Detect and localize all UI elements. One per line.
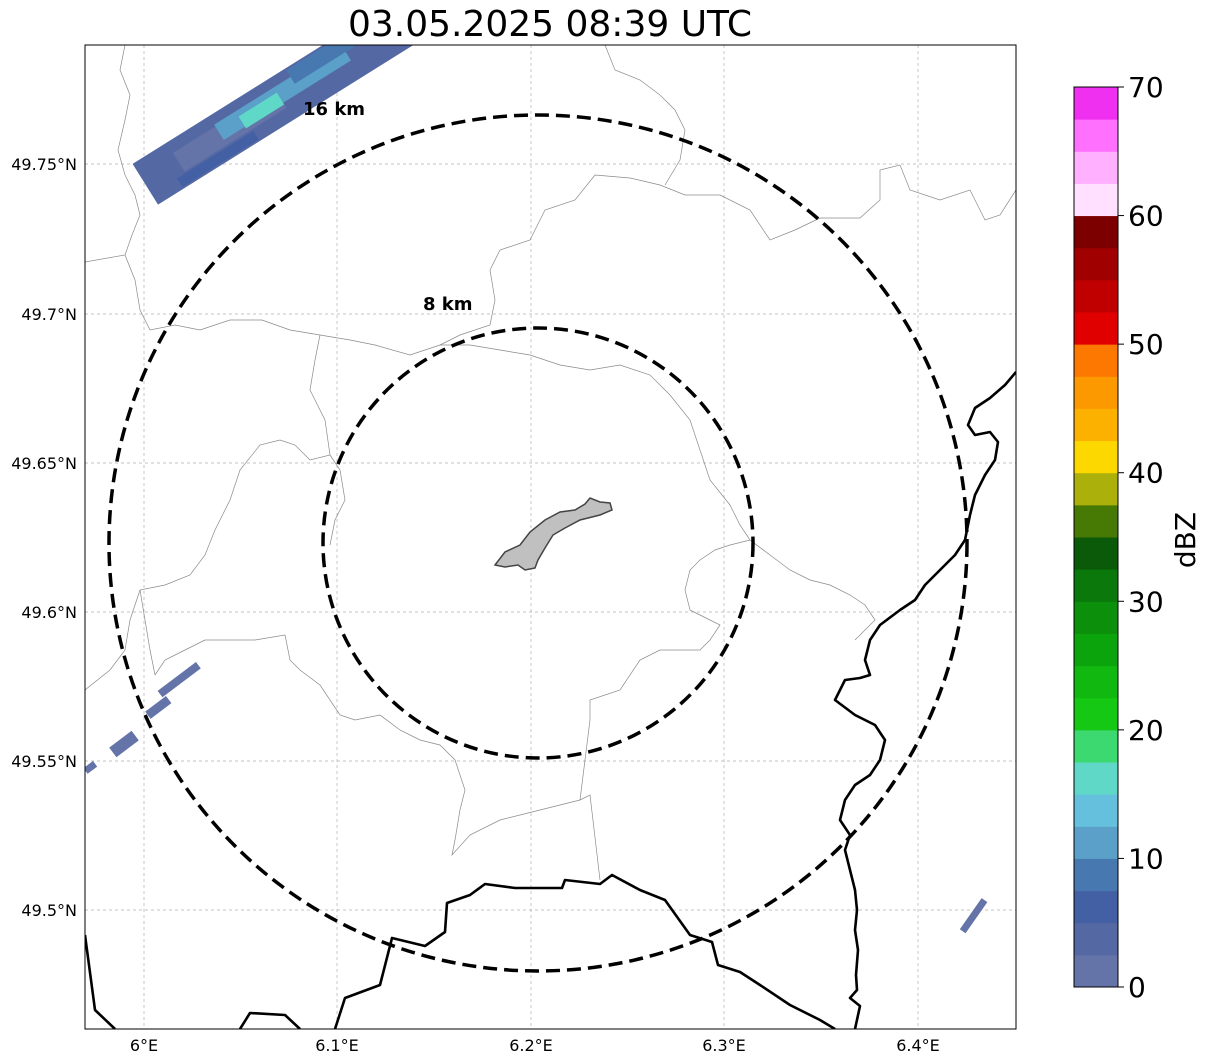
y-tick-label: 49.55°N [11, 752, 77, 771]
echo-streak-west [145, 695, 172, 719]
colorbar-swatch [1074, 954, 1118, 988]
x-tick-label: 6.1°E [315, 1036, 359, 1055]
colorbar-swatch [1074, 215, 1118, 249]
map-title: 03.05.2025 08:39 UTC [347, 4, 753, 45]
echo-streak-west [157, 661, 201, 698]
colorbar-tick-label: 10 [1128, 842, 1164, 875]
y-tick-label: 49.75°N [11, 155, 77, 174]
colorbar-swatch [1074, 376, 1118, 409]
map-layer [85, 45, 1016, 1029]
echo-streak-east [959, 898, 988, 934]
colorbar-swatch [1074, 665, 1118, 699]
range-ring-16km [107, 113, 969, 973]
colorbar-tick-label: 20 [1128, 714, 1164, 747]
colorbar-tick-label: 30 [1128, 585, 1164, 618]
colorbar-swatch [1074, 922, 1118, 956]
colorbar-swatch [1074, 279, 1118, 313]
colorbar-swatch [1074, 151, 1118, 184]
colorbar-swatch [1074, 697, 1118, 731]
ring-label-8km: 8 km [423, 294, 473, 315]
echo-streak-west [109, 730, 139, 758]
colorbar-swatch [1074, 890, 1118, 924]
colorbar-swatch [1074, 312, 1118, 345]
range-ring-8km [321, 326, 755, 760]
colorbar: 0 10 20 30 40 50 60 70 [1073, 71, 1164, 1004]
y-axis-ticks: 49.75°N 49.7°N 49.65°N 49.6°N 49.55°N 49… [11, 155, 77, 920]
colorbar-swatch [1074, 858, 1118, 892]
colorbar-swatch [1074, 601, 1118, 634]
colorbar-swatch [1074, 826, 1118, 859]
y-tick-label: 49.5°N [21, 901, 77, 920]
national-borders [85, 371, 1016, 1029]
y-tick-label: 49.6°N [21, 603, 77, 622]
radar-site-area [493, 497, 613, 571]
echo-streak-west [85, 760, 98, 774]
colorbar-swatch [1074, 794, 1118, 827]
colorbar-tick-label: 60 [1128, 200, 1164, 233]
colorbar-label: dBZ [1169, 512, 1202, 568]
colorbar-tick-label: 70 [1128, 71, 1164, 104]
colorbar-swatch [1074, 569, 1118, 602]
y-tick-label: 49.65°N [11, 454, 77, 473]
colorbar-frame [1073, 86, 1119, 988]
colorbar-swatch [1074, 537, 1118, 570]
colorbar-swatch [1074, 344, 1118, 377]
colorbar-swatch [1074, 440, 1118, 474]
colorbar-swatch [1074, 183, 1118, 217]
colorbar-tick-label: 0 [1128, 971, 1146, 1004]
colorbar-swatch [1074, 408, 1118, 442]
colorbar-swatch [1074, 247, 1118, 281]
colorbar-swatch [1074, 729, 1118, 763]
colorbar-tick-label: 40 [1128, 457, 1164, 490]
colorbar-swatch [1074, 87, 1118, 120]
map-frame [84, 44, 1017, 1030]
x-axis-ticks: 6°E 6.1°E 6.2°E 6.3°E 6.4°E [130, 1036, 940, 1055]
map-gridlines [85, 45, 1016, 1029]
colorbar-swatch [1074, 472, 1118, 506]
colorbar-tick-label: 50 [1128, 328, 1164, 361]
admin-boundaries [85, 45, 1016, 881]
x-tick-label: 6.3°E [702, 1036, 746, 1055]
x-tick-label: 6.4°E [896, 1036, 940, 1055]
radar-echoes [85, 45, 988, 934]
colorbar-swatch [1074, 119, 1118, 152]
x-tick-label: 6°E [130, 1036, 158, 1055]
colorbar-swatch [1074, 762, 1118, 795]
colorbar-swatch [1074, 633, 1118, 667]
colorbar-swatch [1074, 504, 1118, 538]
y-tick-label: 49.7°N [21, 305, 77, 324]
ring-label-16km: 16 km [303, 99, 365, 120]
x-tick-label: 6.2°E [509, 1036, 553, 1055]
